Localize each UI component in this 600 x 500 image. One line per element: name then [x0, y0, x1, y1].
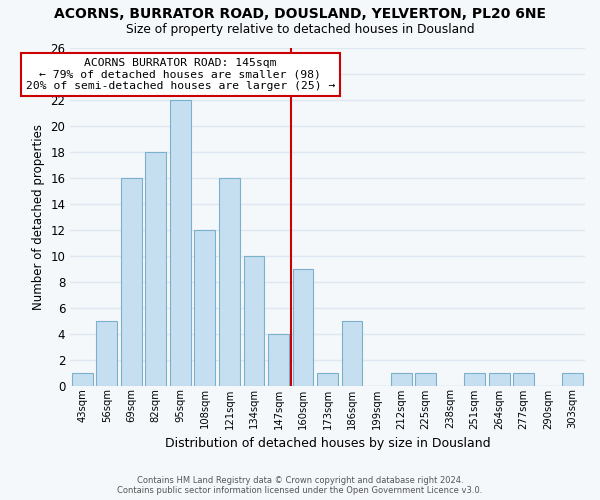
X-axis label: Distribution of detached houses by size in Dousland: Distribution of detached houses by size …	[165, 437, 490, 450]
Bar	[97, 320, 117, 386]
Bar	[415, 372, 436, 386]
Bar	[219, 178, 240, 386]
Text: Size of property relative to detached houses in Dousland: Size of property relative to detached ho…	[125, 22, 475, 36]
Bar	[562, 372, 583, 386]
Bar	[268, 334, 289, 386]
Bar	[121, 178, 142, 386]
Text: ACORNS BURRATOR ROAD: 145sqm
← 79% of detached houses are smaller (98)
20% of se: ACORNS BURRATOR ROAD: 145sqm ← 79% of de…	[26, 58, 335, 91]
Bar	[293, 268, 313, 386]
Text: ACORNS, BURRATOR ROAD, DOUSLAND, YELVERTON, PL20 6NE: ACORNS, BURRATOR ROAD, DOUSLAND, YELVERT…	[54, 8, 546, 22]
Bar	[391, 372, 412, 386]
Bar	[317, 372, 338, 386]
Y-axis label: Number of detached properties: Number of detached properties	[32, 124, 44, 310]
Text: Contains HM Land Registry data © Crown copyright and database right 2024.
Contai: Contains HM Land Registry data © Crown c…	[118, 476, 482, 495]
Bar	[489, 372, 509, 386]
Bar	[244, 256, 265, 386]
Bar	[194, 230, 215, 386]
Bar	[72, 372, 93, 386]
Bar	[145, 152, 166, 386]
Bar	[464, 372, 485, 386]
Bar	[513, 372, 534, 386]
Bar	[170, 100, 191, 386]
Bar	[341, 320, 362, 386]
